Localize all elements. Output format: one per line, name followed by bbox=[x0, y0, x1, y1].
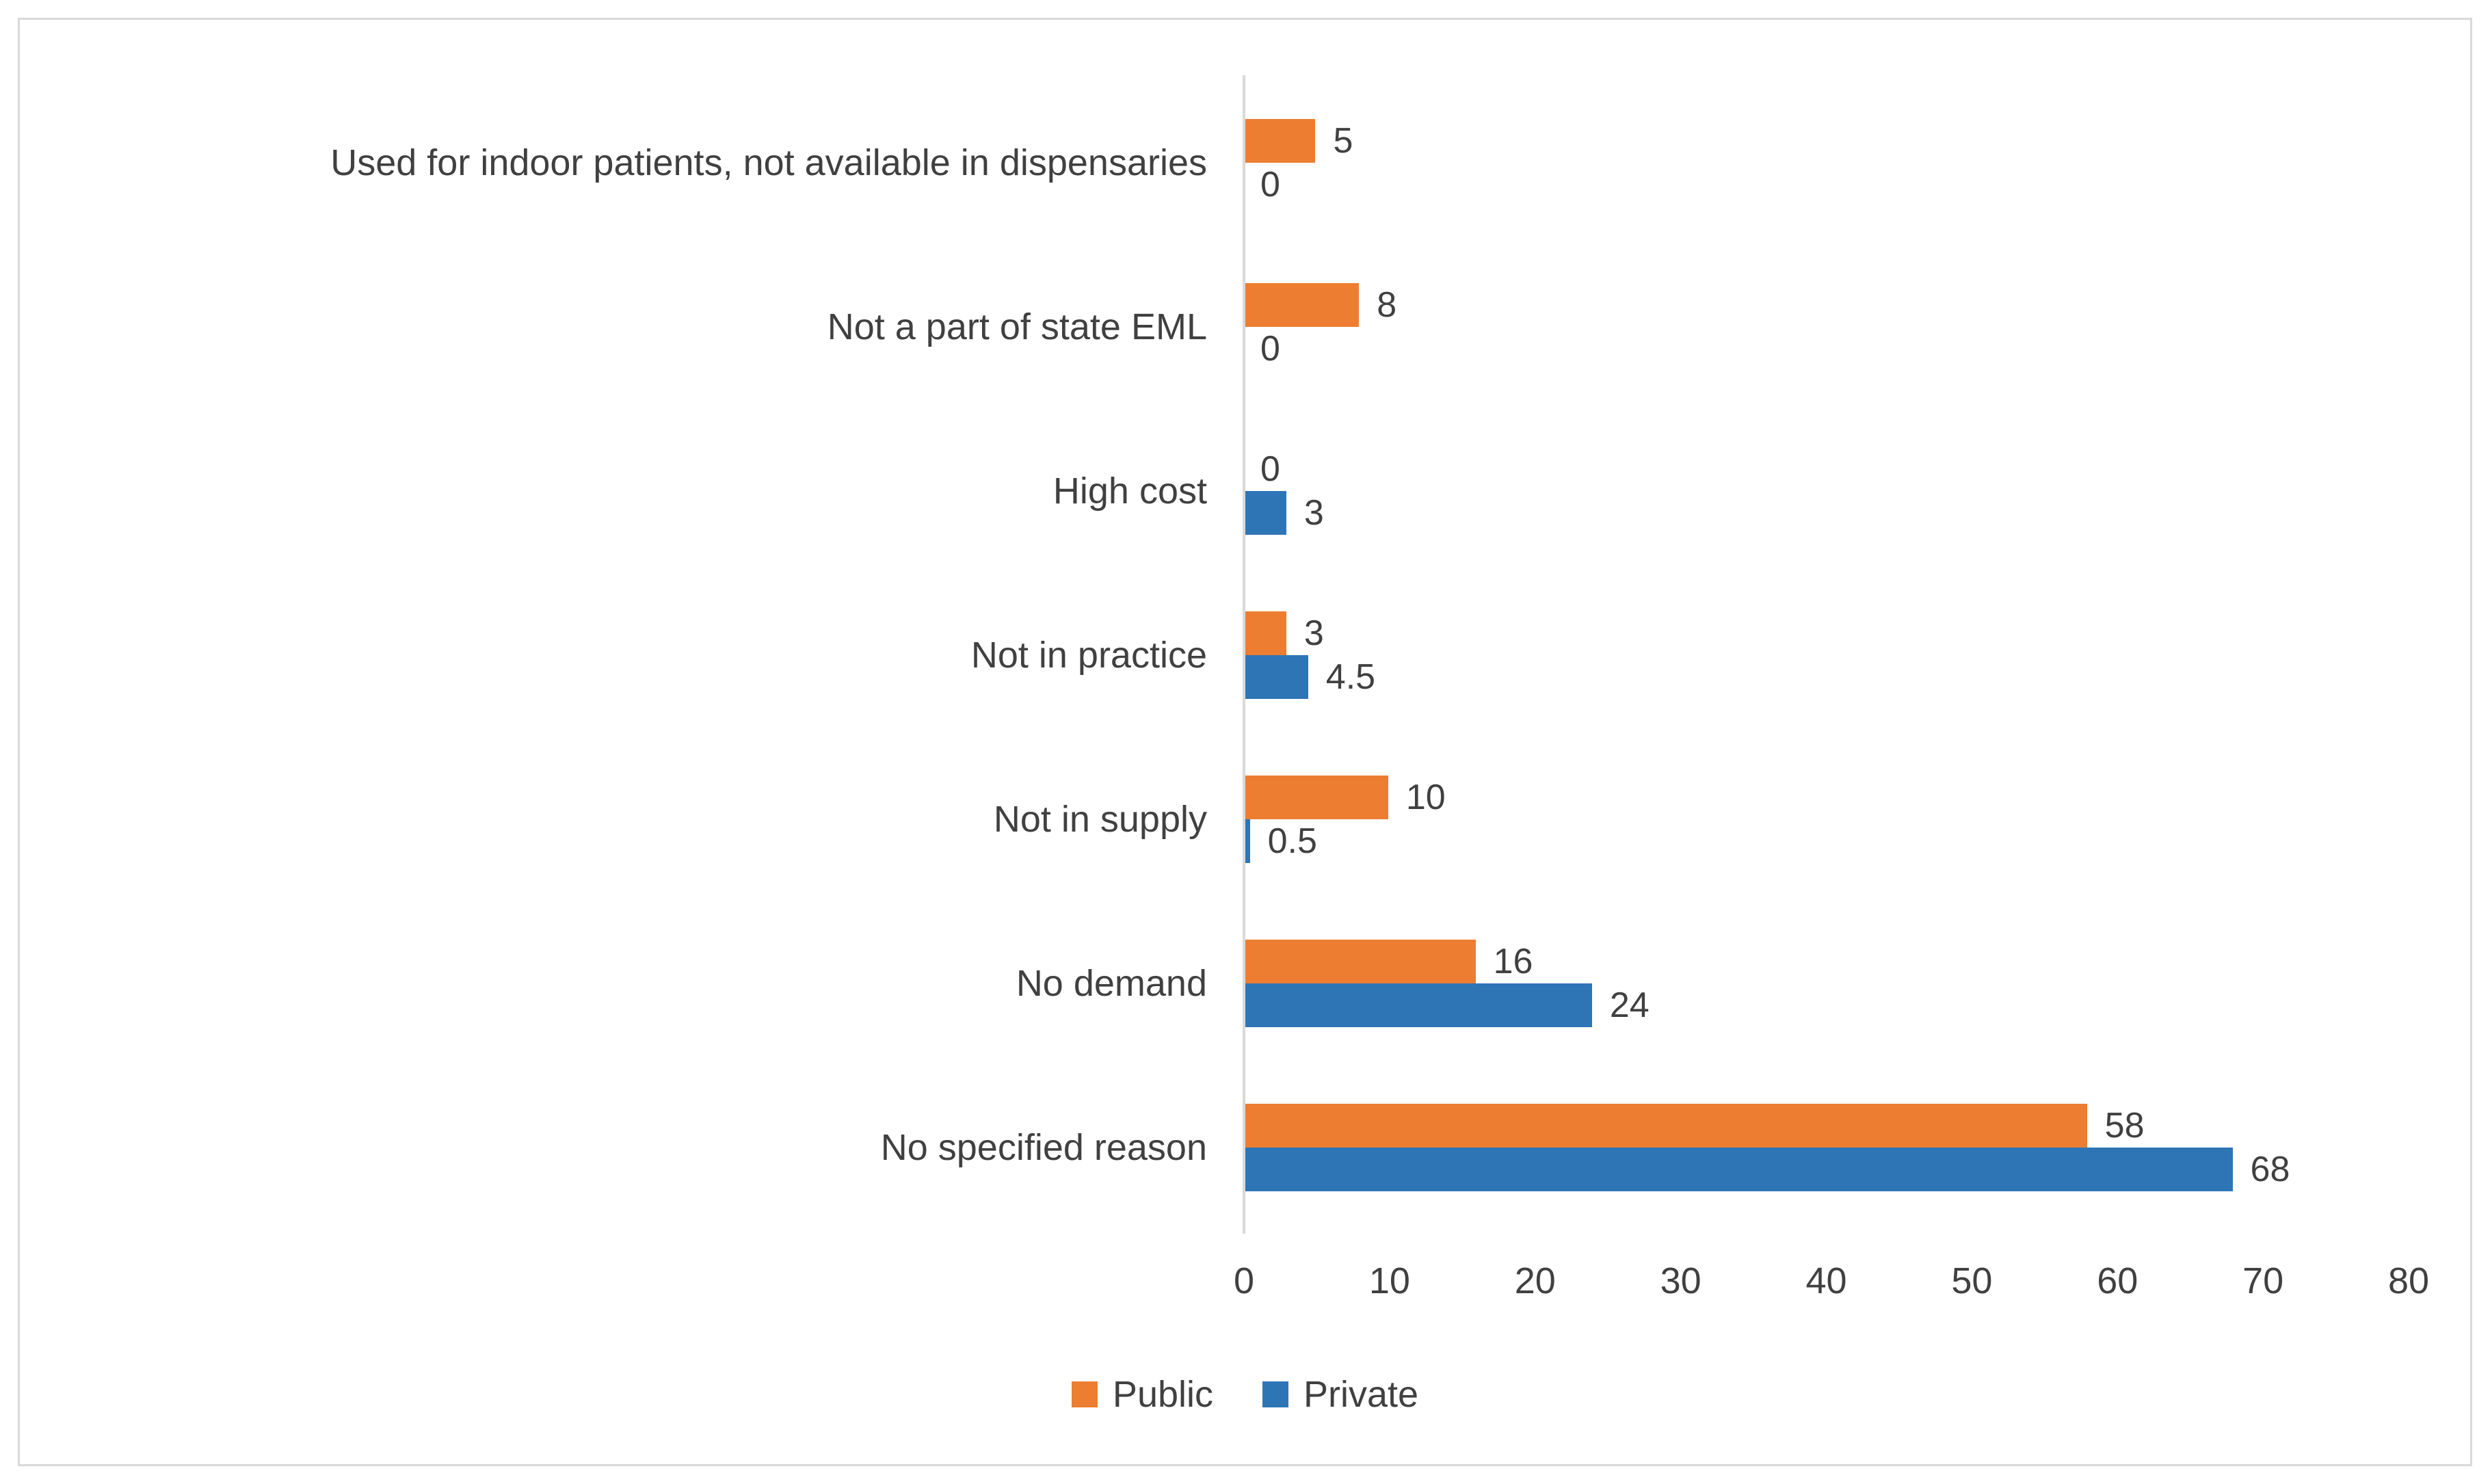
chart-row: High cost 0 3 bbox=[48, 409, 2407, 573]
data-label: 24 bbox=[1609, 985, 1650, 1025]
data-label: 0 bbox=[1260, 165, 1280, 204]
bar-public bbox=[1243, 119, 1316, 163]
x-axis-tick-label: 40 bbox=[1805, 1260, 1847, 1301]
bar-group: 10 0.5 bbox=[1243, 737, 2407, 901]
category-label: Not in practice bbox=[970, 634, 1207, 676]
data-label: 10 bbox=[1405, 778, 1446, 817]
bar-public bbox=[1243, 940, 1476, 983]
category-label: No demand bbox=[1016, 962, 1207, 1004]
chart-row: No demand 16 24 bbox=[48, 901, 2407, 1065]
bar-line: 3 bbox=[1243, 611, 2407, 655]
legend-item-private: Private bbox=[1262, 1373, 1418, 1416]
data-label: 3 bbox=[1303, 493, 1324, 533]
x-axis-ticks: 0 10 20 30 40 50 60 70 80 bbox=[1234, 1260, 2429, 1308]
category-label: No specified reason bbox=[880, 1126, 1207, 1168]
x-axis-tick-label: 80 bbox=[2387, 1260, 2430, 1301]
bar-public bbox=[1243, 776, 1388, 819]
bar-private bbox=[1243, 491, 1286, 535]
bar-line: 16 bbox=[1243, 940, 2407, 983]
data-label: 5 bbox=[1333, 121, 1353, 161]
bar-private bbox=[1243, 983, 1592, 1027]
bar-line: 0 bbox=[1243, 163, 2407, 207]
bar-line: 0.5 bbox=[1243, 819, 2407, 863]
x-axis-tick-label: 50 bbox=[1951, 1260, 1993, 1301]
x-axis-tick-label: 20 bbox=[1514, 1260, 1556, 1301]
bar-private bbox=[1243, 819, 1250, 863]
x-axis-tick-label: 70 bbox=[2242, 1260, 2284, 1301]
bar-group: 58 68 bbox=[1243, 1065, 2407, 1230]
bar-public bbox=[1243, 1104, 2087, 1148]
data-label: 58 bbox=[2104, 1106, 2145, 1145]
chart-row: Not in practice 3 4.5 bbox=[48, 573, 2407, 737]
y-axis-line bbox=[1243, 75, 1245, 1234]
x-axis-tick-label: 60 bbox=[2097, 1260, 2138, 1301]
bar-line: 68 bbox=[1243, 1148, 2407, 1191]
legend-label: Public bbox=[1112, 1374, 1213, 1415]
data-label: 0 bbox=[1260, 449, 1280, 489]
bar-line: 0 bbox=[1243, 327, 2407, 371]
chart-row: No specified reason 58 68 bbox=[48, 1065, 2407, 1230]
legend-label: Private bbox=[1303, 1374, 1419, 1415]
legend-swatch bbox=[1262, 1381, 1288, 1407]
category-label: Not in supply bbox=[993, 798, 1207, 840]
plot-rows: Used for indoor patients, not available … bbox=[48, 81, 2407, 1230]
data-label: 0.5 bbox=[1267, 821, 1317, 861]
category-label: Used for indoor patients, not available … bbox=[330, 142, 1207, 183]
data-label: 68 bbox=[2250, 1150, 2290, 1189]
bar-public bbox=[1243, 283, 1360, 327]
bar-line: 58 bbox=[1243, 1104, 2407, 1148]
bar-line: 5 bbox=[1243, 119, 2407, 163]
x-axis-tick-label: 10 bbox=[1368, 1260, 1410, 1301]
data-label: 4.5 bbox=[1325, 657, 1376, 697]
chart-row: Used for indoor patients, not available … bbox=[48, 81, 2407, 245]
bar-private bbox=[1243, 655, 1308, 699]
data-label: 8 bbox=[1377, 285, 1397, 325]
category-label: Not a part of state EML bbox=[827, 306, 1207, 347]
legend-item-public: Public bbox=[1071, 1373, 1213, 1416]
x-axis-tick-label: 0 bbox=[1233, 1260, 1255, 1301]
chart-row: Not a part of state EML 8 0 bbox=[48, 245, 2407, 409]
bar-private bbox=[1243, 1148, 2233, 1191]
category-label: High cost bbox=[1052, 470, 1207, 512]
data-label: 3 bbox=[1303, 613, 1324, 653]
bar-line: 24 bbox=[1243, 983, 2407, 1027]
bar-group: 3 4.5 bbox=[1243, 573, 2407, 737]
bar-public bbox=[1243, 611, 1286, 655]
bar-group: 16 24 bbox=[1243, 901, 2407, 1065]
bar-line: 0 bbox=[1243, 447, 2407, 491]
bar-line: 8 bbox=[1243, 283, 2407, 327]
data-label: 0 bbox=[1260, 329, 1280, 369]
x-axis-tick-label: 30 bbox=[1660, 1260, 1701, 1301]
bar-line: 10 bbox=[1243, 776, 2407, 819]
chart-row: Not in supply 10 0.5 bbox=[48, 737, 2407, 901]
bar-line: 3 bbox=[1243, 491, 2407, 535]
data-label: 16 bbox=[1493, 942, 1533, 981]
legend: Public Private bbox=[0, 1373, 2490, 1416]
bar-line: 4.5 bbox=[1243, 655, 2407, 699]
legend-swatch bbox=[1071, 1381, 1098, 1407]
